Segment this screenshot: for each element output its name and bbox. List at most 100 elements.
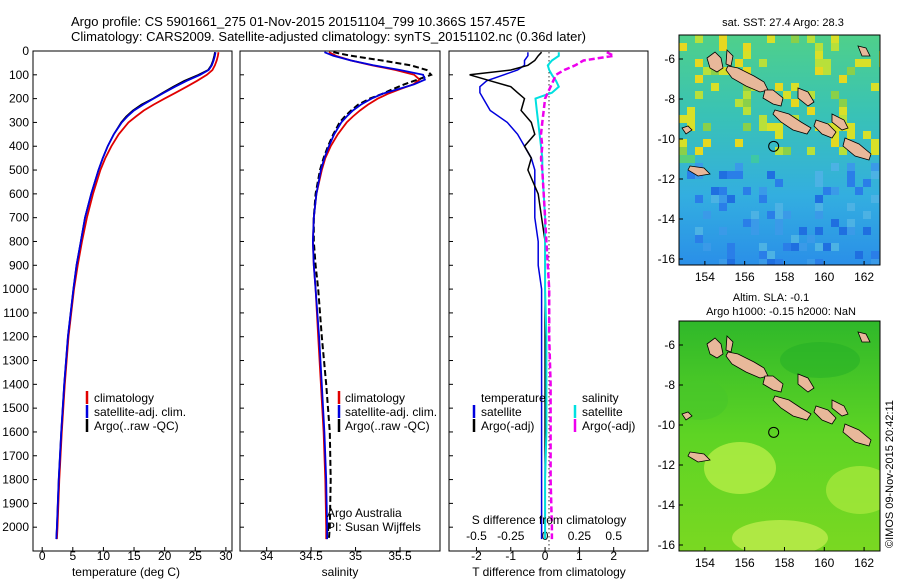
- sst-cell: [751, 211, 759, 219]
- map-x-tick-label: 160: [814, 270, 834, 284]
- sst-cell: [719, 187, 727, 195]
- notes-line-1: Argo Australia: [327, 506, 402, 520]
- sst-cell: [871, 147, 879, 155]
- map-y-tick-label: -8: [664, 92, 675, 106]
- sst-cell: [719, 171, 727, 179]
- x-tick-label: 25: [189, 549, 203, 563]
- sst-cell: [775, 83, 783, 91]
- sst-cell: [759, 243, 767, 251]
- legend-satellite: satellite-adj. clim.: [94, 405, 186, 419]
- sst-cell: [799, 227, 807, 235]
- sst-cell: [767, 35, 775, 43]
- sst-cell: [695, 35, 703, 43]
- sst-cell: [839, 99, 847, 107]
- sst-cell: [791, 235, 799, 243]
- sst-cell: [695, 195, 703, 203]
- series-line: [312, 51, 433, 540]
- map-y-tick-label: -12: [658, 458, 676, 472]
- series-line: [534, 52, 561, 540]
- notes-line-2: PI: Susan Wijffels: [327, 520, 421, 534]
- sst-cell: [719, 195, 727, 203]
- sst-cell: [871, 171, 879, 179]
- sst-cell: [847, 67, 855, 75]
- sst-cell: [791, 83, 799, 91]
- depth-axis: 0 100 200 300 400 500 600 700 800 900 1000 1100 1200…: [2, 44, 453, 534]
- map-x-tick-label: 156: [735, 556, 755, 570]
- sst-cell: [807, 35, 815, 43]
- header-line-1: Argo profile: CS 5901661_275 01-Nov-2015…: [71, 14, 526, 29]
- sst-cell: [767, 259, 775, 265]
- series-line: [469, 51, 546, 540]
- sst-cell: [719, 43, 727, 51]
- sst-map-frame: [678, 34, 881, 266]
- sst-cell: [679, 155, 687, 163]
- sst-cell: [711, 195, 719, 203]
- sst-cell: [775, 147, 783, 155]
- sst-cell: [759, 115, 767, 123]
- map-y-tick-label: -10: [658, 132, 676, 146]
- sst-cell: [807, 107, 815, 115]
- sst-cell: [855, 251, 863, 259]
- map-x-tick-label: 158: [774, 270, 794, 284]
- difference-panel-frame: [448, 50, 649, 552]
- x-tick-label: 35.5: [388, 549, 412, 563]
- sst-cell: [807, 235, 815, 243]
- x-tick-label: -2: [471, 549, 482, 563]
- depth-tick-label: 300: [9, 115, 29, 129]
- salinity-legend: climatology satellite-adj. clim. Argo(..…: [337, 391, 437, 433]
- sst-float-marker: [768, 140, 780, 152]
- sst-cell: [847, 219, 855, 227]
- temperature-x-axis: 0 5 10 15 20 25 30: [39, 547, 233, 563]
- depth-tick-label: 200: [9, 92, 29, 106]
- sst-cell: [807, 91, 815, 99]
- sst-cell: [775, 227, 783, 235]
- sla-map-field: [679, 321, 880, 551]
- x-tick-label: 10: [97, 549, 111, 563]
- sst-cell: [743, 51, 751, 59]
- sst-cell: [815, 51, 823, 59]
- sst-cell: [759, 59, 767, 67]
- depth-tick-label: 1900: [2, 496, 29, 510]
- legend-salinity-title: salinity: [582, 391, 619, 405]
- sla-map-title-2: Argo h1000: -0.15 h2000: NaN: [706, 306, 856, 318]
- s-diff-label: S difference from climatology: [472, 513, 627, 527]
- sst-cell: [703, 123, 711, 131]
- sst-cell: [703, 67, 711, 75]
- sst-cell: [743, 43, 751, 51]
- map-y-tick-label: -16: [658, 252, 676, 266]
- sst-cell: [743, 67, 751, 75]
- sst-cell: [863, 227, 871, 235]
- sst-cell: [687, 171, 695, 179]
- sst-cell: [871, 195, 879, 203]
- sst-cell: [807, 147, 815, 155]
- sst-cell: [719, 259, 727, 265]
- depth-tick-label: 900: [9, 258, 29, 272]
- sst-cell: [831, 43, 839, 51]
- sst-cell: [719, 227, 727, 235]
- map-y-tick-label: -16: [658, 538, 676, 552]
- x-tick-label: 20: [158, 549, 172, 563]
- sst-cell: [831, 163, 839, 171]
- map-x-tick-label: 162: [854, 270, 874, 284]
- sst-cell: [783, 211, 791, 219]
- salinity-xlabel: salinity: [322, 565, 359, 579]
- legend-s-satellite: satellite: [582, 405, 623, 419]
- sst-cell: [695, 59, 703, 67]
- temperature-legend: climatology satellite-adj. clim. Argo(..…: [85, 391, 186, 433]
- sst-map-field: [679, 35, 880, 265]
- legend-argo: Argo(..raw -QC): [94, 419, 179, 433]
- sst-cell: [695, 235, 703, 243]
- map-x-tick-label: 160: [814, 556, 834, 570]
- sst-cell: [727, 259, 735, 265]
- sst-cell: [735, 59, 743, 67]
- sst-cell: [711, 83, 719, 91]
- x-tick-label: 35: [349, 549, 363, 563]
- sst-cell: [687, 123, 695, 131]
- legend-t-satellite: satellite: [481, 405, 522, 419]
- series-line: [55, 52, 217, 540]
- sst-cell: [815, 195, 823, 203]
- sst-cell: [679, 147, 687, 155]
- sst-cell: [847, 131, 855, 139]
- depth-tick-label: 400: [9, 139, 29, 153]
- x-tick-label: 2: [610, 549, 617, 563]
